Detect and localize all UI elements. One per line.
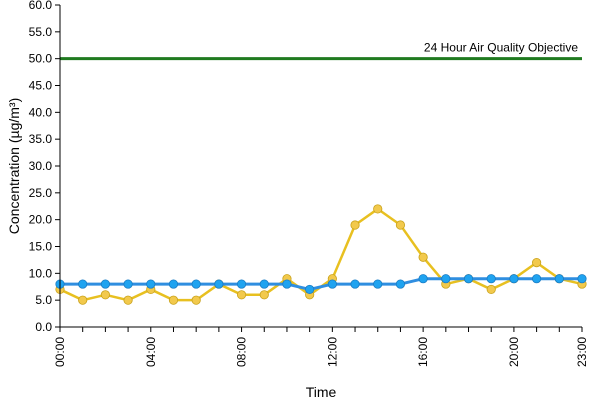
x-axis-ticks: 00:00 04:00 08:00 12:00 16:00 20:00 23:00 xyxy=(53,327,589,367)
series-2-point xyxy=(373,279,383,289)
y-tick-label: 55.0 xyxy=(29,25,53,39)
y-tick-label: 0.0 xyxy=(35,320,52,334)
series-2-point xyxy=(236,279,247,289)
y-tick-label: 45.0 xyxy=(29,79,53,93)
series-2-point xyxy=(418,274,428,284)
series-1-point xyxy=(191,295,201,305)
y-axis-ticks: 0.0 5.0 10.0 15.0 20.0 25.0 30.0 35.0 40.0 45.0 50… xyxy=(29,0,60,334)
series-layer xyxy=(55,204,587,305)
y-tick-label: 15.0 xyxy=(29,240,53,254)
series-2-point xyxy=(305,284,315,295)
series-2-point xyxy=(463,274,474,284)
series-1-point xyxy=(236,290,247,300)
series-1-point xyxy=(350,220,360,230)
series-2-point xyxy=(259,279,269,289)
y-axis-title: Concentration (µg/m³) xyxy=(6,98,22,234)
series-2-point xyxy=(441,274,451,284)
series-1-point xyxy=(418,252,428,262)
series-2-point xyxy=(168,279,179,289)
y-tick-label: 60.0 xyxy=(29,0,53,12)
series-2-point xyxy=(214,279,224,289)
y-tick-label: 50.0 xyxy=(29,52,53,66)
series-1-point xyxy=(486,284,496,295)
x-tick-label: 16:00 xyxy=(416,337,430,367)
y-tick-label: 10.0 xyxy=(29,266,53,280)
series-2-point xyxy=(100,279,110,289)
y-tick-label: 40.0 xyxy=(29,105,53,119)
series-1-point xyxy=(259,290,269,300)
x-tick-label: 08:00 xyxy=(235,337,249,367)
series-2-point xyxy=(146,279,156,289)
series-2-point xyxy=(532,274,542,284)
y-tick-label: 35.0 xyxy=(29,132,53,146)
x-tick-label: 12:00 xyxy=(325,337,339,367)
y-tick-label: 20.0 xyxy=(29,213,53,227)
series-2-point xyxy=(577,274,587,284)
series-2-point xyxy=(191,279,201,289)
series-1-point xyxy=(123,295,133,305)
series-1-point xyxy=(532,257,542,268)
series-2-point xyxy=(123,279,133,289)
series-1-point xyxy=(373,204,383,214)
x-tick-label: 20:00 xyxy=(507,337,521,367)
objective-group: 24 Hour Air Quality Objective xyxy=(60,41,582,61)
objective-label: 24 Hour Air Quality Objective xyxy=(424,41,578,55)
series-2-point xyxy=(395,279,406,289)
series-1-point xyxy=(168,295,179,305)
series-2-point xyxy=(78,279,88,289)
series-2-point xyxy=(350,279,360,289)
y-tick-label: 30.0 xyxy=(29,159,53,173)
series-1-point xyxy=(100,290,110,300)
series-2-point xyxy=(486,274,496,284)
series-2-point xyxy=(282,279,292,289)
y-tick-label: 5.0 xyxy=(35,293,52,307)
y-tick-label: 25.0 xyxy=(29,186,53,200)
series-1-point xyxy=(78,295,88,305)
series-1-point xyxy=(395,220,406,230)
series-2-point xyxy=(327,279,337,289)
x-tick-label: 04:00 xyxy=(144,337,158,367)
x-tick-label: 00:00 xyxy=(53,337,67,367)
x-tick-label: 23:00 xyxy=(575,337,589,367)
x-axis-title: Time xyxy=(306,384,337,400)
series-2-point xyxy=(509,274,519,284)
series-2-point xyxy=(554,274,564,284)
